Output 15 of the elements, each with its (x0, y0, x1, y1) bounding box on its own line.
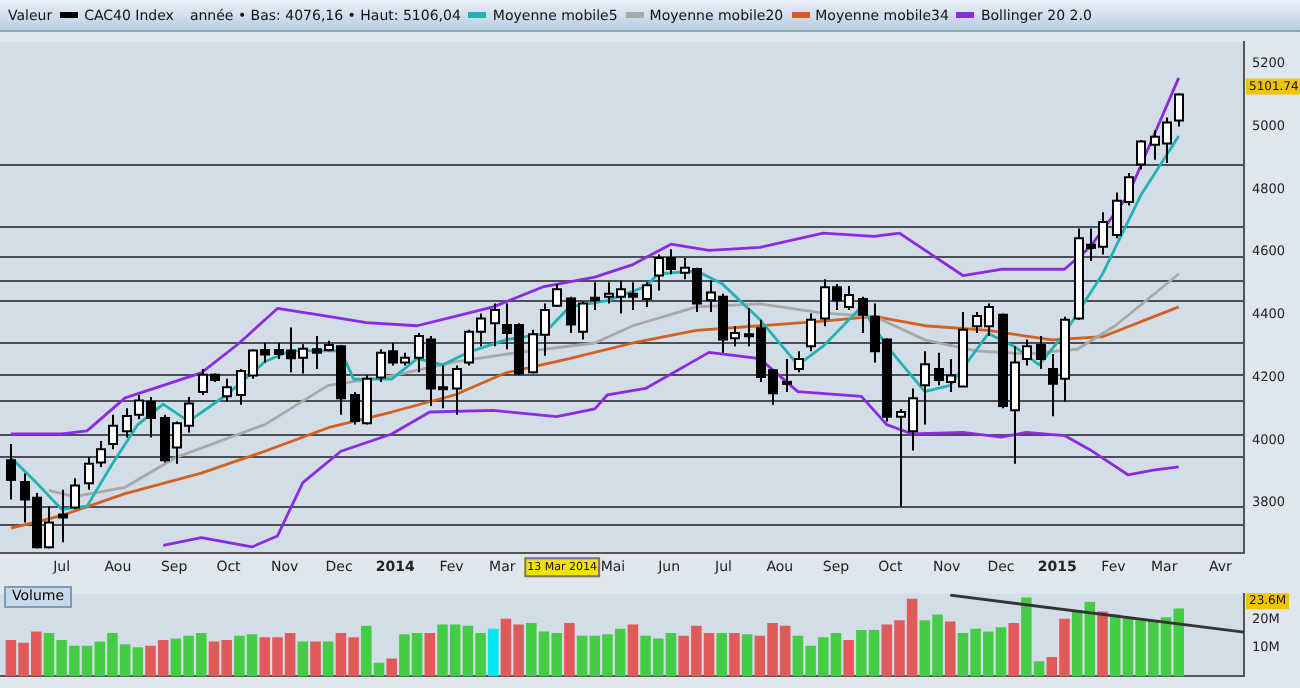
bar (322, 641, 334, 677)
bar (424, 632, 436, 677)
bar (944, 621, 956, 677)
bar (386, 658, 397, 677)
bar (297, 641, 309, 677)
bar (487, 628, 499, 677)
bar (1097, 611, 1108, 677)
bar (1008, 622, 1019, 677)
bar (716, 632, 727, 677)
bar (627, 624, 639, 677)
bar (741, 634, 753, 677)
bar (729, 632, 740, 677)
bar (564, 622, 575, 677)
bar (310, 641, 321, 677)
bar (843, 640, 854, 677)
